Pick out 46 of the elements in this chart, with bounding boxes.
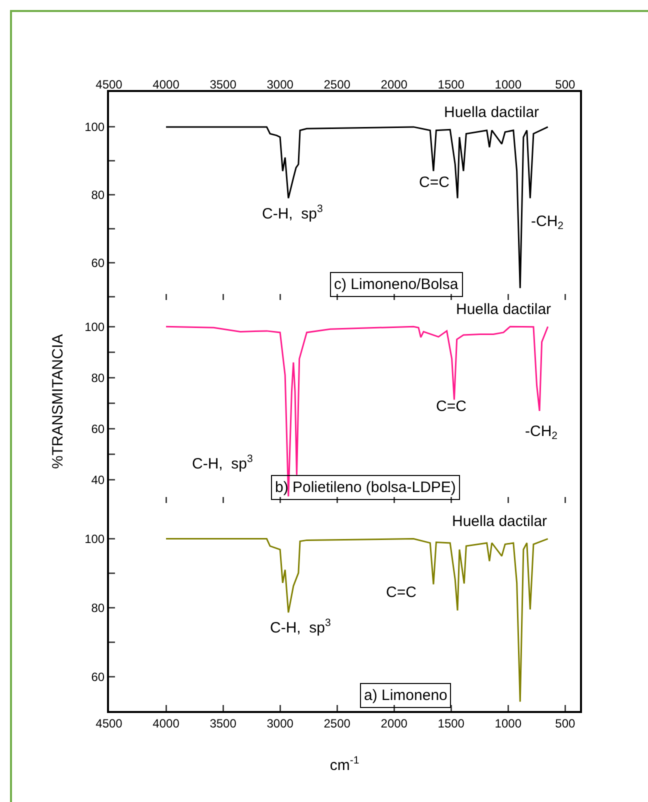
annotation: C-H, sp$^{3}$ (192, 453, 254, 472)
annotation: C=C (419, 174, 450, 191)
y-tick-label: 80 (91, 370, 105, 385)
x-tick-label: 500 (555, 716, 576, 730)
x2-tick-label: 4500 (96, 78, 123, 92)
x2-tick-label: 3000 (266, 78, 294, 92)
y-tick-label: 80 (91, 600, 105, 615)
x-tick-label: 1000 (494, 716, 522, 730)
y-tick-label: 40 (91, 473, 105, 488)
y-tick-label: 100 (84, 532, 105, 546)
x2-tick-label: 1000 (494, 78, 522, 92)
annotation: C=C (436, 398, 467, 415)
x-tick-label: 2000 (380, 716, 408, 730)
x-tick-label: 1500 (438, 716, 465, 730)
y-tick-label: 60 (91, 670, 105, 684)
y-tick-label: 60 (91, 422, 105, 436)
annotation: C-H, sp$^{3}$ (262, 203, 324, 222)
x2-tick-label: 2500 (324, 78, 351, 92)
annotation: C=C (386, 584, 417, 601)
x2-tick-label: 2000 (380, 78, 408, 92)
x-tick-label: 3000 (266, 716, 294, 730)
line-series (165, 326, 549, 498)
text: c) Limoneno/Bolsa (334, 276, 459, 293)
line-series (165, 538, 549, 702)
x-axis-title: cm$^{-1}$ (330, 754, 360, 774)
annotation: -CH$_{2}$ (525, 423, 558, 442)
x2-tick-label: 3500 (210, 78, 237, 92)
x-tick-label: 2500 (324, 716, 351, 730)
x2-tick-label: 500 (555, 78, 576, 92)
text: b) Polietileno (bolsa-LDPE) (275, 479, 456, 496)
y-tick-label: 100 (84, 120, 105, 134)
y-tick-label: 100 (84, 320, 105, 334)
y-tick-label: 60 (91, 256, 105, 270)
x-tick-label: 4500 (96, 716, 123, 730)
x2-tick-label: 4000 (152, 78, 180, 92)
annotation: -CH$_{2}$ (531, 213, 564, 232)
x-tick-label: 4000 (152, 716, 180, 730)
annotation: Huella dactilar (452, 513, 548, 530)
annotation: Huella dactilar (444, 104, 540, 121)
x2-tick-label: 1500 (438, 78, 465, 92)
y-tick-label: 80 (91, 188, 105, 202)
annotation: C-H, sp$^{3}$ (270, 617, 332, 636)
x-tick-label: 3500 (210, 716, 237, 730)
annotation: Huella dactilar (456, 301, 552, 318)
y-axis-title: %TRANSMITANCIA (49, 334, 66, 469)
text: a) Limoneno (364, 687, 448, 704)
